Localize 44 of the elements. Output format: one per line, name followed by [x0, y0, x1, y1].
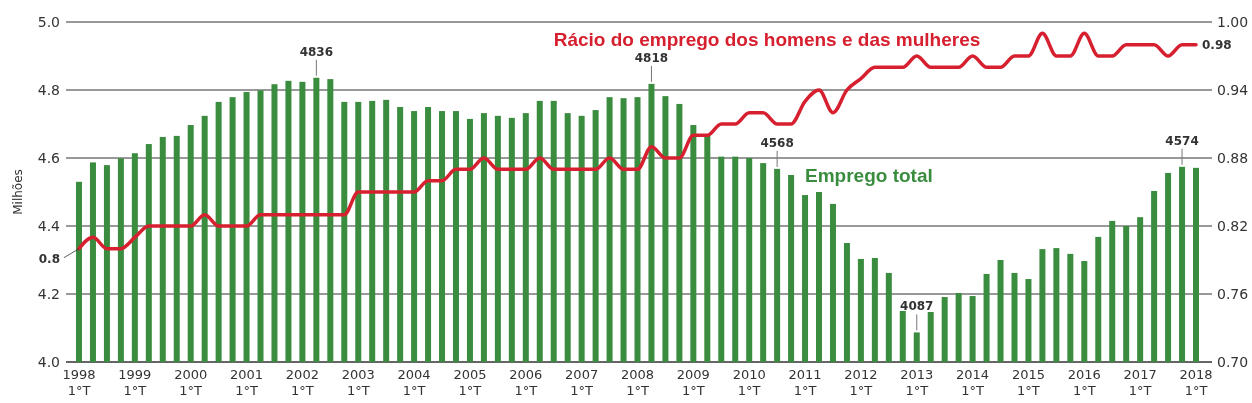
- y2-tick-label: 0.76: [1217, 286, 1249, 302]
- x-tick-label: 2017 1°T: [1123, 367, 1157, 398]
- x-tick-label: 1998 1°T: [62, 367, 96, 398]
- x-tick-label: 2005 1°T: [453, 367, 487, 398]
- x-tick-label: 2000 1°T: [174, 367, 208, 398]
- series-label: Rácio do emprego dos homens e das mulheres: [553, 29, 981, 50]
- y-tick-label: 4.2: [37, 286, 60, 302]
- x-tick-label: 2015 1°T: [1011, 367, 1045, 398]
- annotation: 4568: [760, 135, 794, 150]
- x-tick-label: 2006 1°T: [509, 367, 543, 398]
- x-tick-label: 2004 1°T: [397, 367, 431, 398]
- y-axis-title: Milhões: [11, 169, 25, 215]
- y-tick-label: 5.0: [37, 14, 60, 30]
- y2-tick-label: 1.00: [1217, 14, 1249, 30]
- y2-tick-label: 0.82: [1217, 218, 1249, 234]
- x-tick-label: 2016 1°T: [1067, 367, 1101, 398]
- x-tick-label: 2007 1°T: [565, 367, 599, 398]
- x-tick-label: 2013 1°T: [900, 367, 934, 398]
- data-label: 0.98: [1202, 37, 1232, 52]
- x-tick-label: 1999 1°T: [118, 367, 152, 398]
- x-tick-label: 2002 1°T: [285, 367, 319, 398]
- x-tick-label: 2010 1°T: [732, 367, 766, 398]
- x-tick-label: 2014 1°T: [956, 367, 990, 398]
- series-label: Emprego total: [805, 164, 933, 186]
- y-tick-label: 4.6: [37, 150, 61, 166]
- x-tick-label: 2018 1°T: [1179, 367, 1213, 398]
- y2-tick-label: 0.88: [1217, 150, 1249, 166]
- annotation: 4574: [1165, 133, 1199, 148]
- y2-tick-label: 0.94: [1217, 82, 1249, 98]
- y-tick-label: 4.8: [37, 82, 60, 98]
- x-tick-label: 2003 1°T: [341, 367, 375, 398]
- x-tick-label: 2012 1°T: [844, 367, 878, 398]
- data-label: 0.8: [38, 251, 60, 266]
- x-tick-label: 2001 1°T: [230, 367, 264, 398]
- x-tick-label: 2008 1°T: [620, 367, 655, 398]
- y-tick-label: 4.0: [37, 354, 60, 370]
- y-tick-label: 4.4: [37, 218, 61, 234]
- annotation: 4818: [634, 50, 669, 65]
- x-tick-label: 2009 1°T: [676, 367, 710, 398]
- y2-tick-label: 0.70: [1217, 354, 1249, 370]
- annotation: 4087: [900, 299, 934, 314]
- line-series: [77, 31, 1198, 251]
- annotation: 4836: [299, 44, 334, 59]
- x-tick-label: 2011 1°T: [788, 367, 822, 398]
